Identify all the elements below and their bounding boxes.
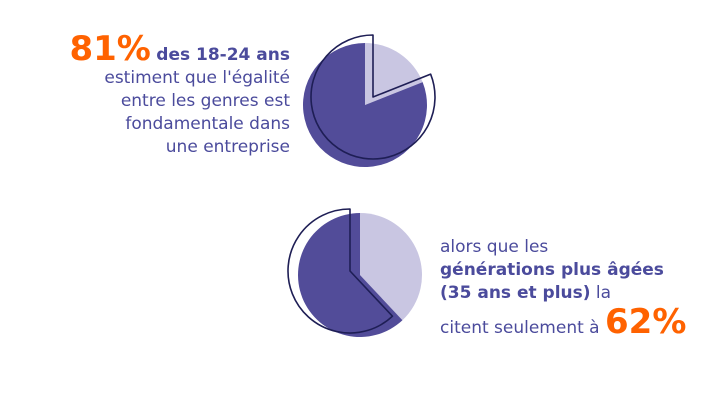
pie-slice-outline	[310, 34, 436, 160]
top-percent: 81%	[69, 29, 151, 69]
bottom-line-2: générations plus âgées	[440, 260, 664, 280]
pie-slice-outline	[287, 208, 394, 334]
bottom-line-4: citent seulement à	[440, 318, 600, 338]
pie-slice-main	[298, 213, 403, 337]
top-statement: 81% des 18-24 ans estiment que l'égalité…	[40, 32, 290, 159]
bottom-statement: alors que les générations plus âgées (35…	[440, 236, 720, 340]
pie-slice-main	[303, 43, 427, 167]
top-line-1: des 18-24 ans	[156, 45, 290, 65]
top-line-5: une entreprise	[165, 137, 290, 157]
bottom-line-1: alors que les	[440, 237, 549, 257]
pie-chart-35-plus	[287, 208, 422, 337]
bottom-line-3: (35 ans et plus)	[440, 283, 591, 303]
top-line-4: fondamentale dans	[125, 114, 290, 134]
pie-slice-other	[365, 43, 423, 105]
bottom-line-3-tail: la	[590, 283, 612, 303]
top-line-2: estiment que l'égalité	[104, 68, 290, 88]
top-line-3: entre les genres est	[120, 91, 290, 111]
pie-slice-other	[360, 213, 422, 321]
bottom-percent: 62%	[605, 302, 687, 342]
pie-chart-18-24	[303, 34, 436, 167]
